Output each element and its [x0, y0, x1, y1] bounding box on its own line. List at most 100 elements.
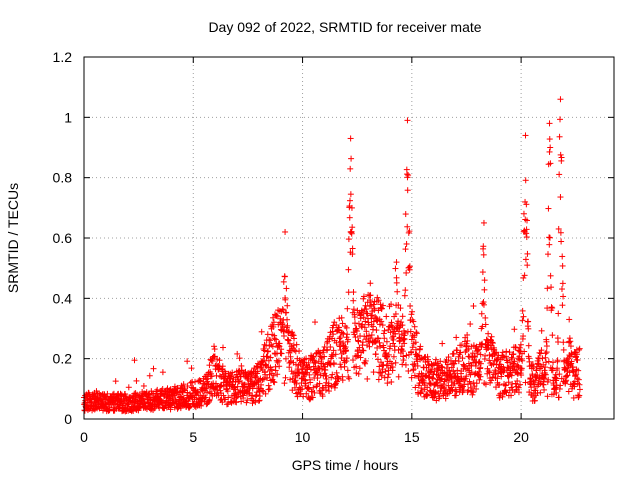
data-point [367, 292, 374, 299]
data-point [413, 329, 420, 336]
data-point [557, 151, 564, 158]
data-point [259, 376, 266, 383]
data-point [413, 330, 420, 337]
data-point [458, 342, 465, 349]
data-point [475, 346, 482, 353]
data-point [276, 363, 283, 370]
data-point [404, 187, 411, 194]
data-point [508, 392, 515, 399]
data-point [284, 316, 291, 323]
data-point [401, 292, 408, 299]
data-point [348, 230, 355, 237]
data-point [395, 373, 402, 380]
data-point [393, 279, 400, 286]
data-point [131, 390, 138, 397]
data-point [560, 346, 567, 353]
data-point [548, 304, 555, 311]
data-point [323, 375, 330, 382]
data-point [479, 323, 486, 330]
data-point [360, 293, 367, 300]
data-point [254, 360, 261, 367]
data-point [395, 328, 402, 335]
data-point [481, 277, 488, 284]
data-point [405, 367, 412, 374]
data-point [556, 171, 563, 178]
data-point [319, 393, 326, 400]
data-point [133, 377, 140, 384]
data-point [374, 294, 381, 301]
data-point [233, 394, 240, 401]
data-point [256, 393, 263, 400]
data-point [519, 357, 526, 364]
data-point [401, 336, 408, 343]
data-point [284, 322, 291, 329]
data-point [355, 370, 362, 377]
data-point [522, 132, 529, 139]
data-point [304, 385, 311, 392]
data-point [362, 318, 369, 325]
data-point [455, 358, 462, 365]
data-point [389, 364, 396, 371]
data-point [388, 301, 395, 308]
data-point [430, 394, 437, 401]
data-point [514, 377, 521, 384]
data-point [325, 380, 332, 387]
data-point [433, 379, 440, 386]
data-point [480, 301, 487, 308]
data-point [284, 336, 291, 343]
data-point [546, 136, 553, 143]
data-point [311, 359, 318, 366]
data-point [368, 332, 375, 339]
data-point [197, 377, 204, 384]
data-point [204, 389, 211, 396]
data-point [528, 384, 535, 391]
data-point [407, 328, 414, 335]
data-point [518, 372, 525, 379]
data-point [287, 376, 294, 383]
data-point [543, 343, 550, 350]
data-point [282, 228, 289, 235]
data-point [398, 331, 405, 338]
data-point [506, 349, 513, 356]
data-point [291, 335, 298, 342]
data-point [563, 373, 570, 380]
data-point [390, 336, 397, 343]
data-point [280, 332, 287, 339]
data-point [453, 334, 460, 341]
data-point [402, 246, 409, 253]
data-point [449, 387, 456, 394]
data-point [234, 350, 241, 357]
data-point [543, 349, 550, 356]
data-point [457, 349, 464, 356]
data-point [267, 337, 274, 344]
data-point [372, 313, 379, 320]
data-point [370, 318, 377, 325]
y-tick-label: 0 [64, 411, 72, 427]
data-point [482, 321, 489, 328]
data-point [491, 350, 498, 357]
data-point [560, 293, 567, 300]
data-point [520, 274, 527, 281]
data-point [496, 394, 503, 401]
data-point [343, 324, 350, 331]
data-point [531, 397, 538, 404]
data-point [360, 314, 367, 321]
data-point [517, 341, 524, 348]
data-point [409, 344, 416, 351]
data-point [185, 398, 192, 405]
data-point [358, 307, 365, 314]
data-point [564, 372, 571, 379]
data-point [542, 350, 549, 357]
data-point [520, 313, 527, 320]
data-point [234, 383, 241, 390]
data-point [327, 361, 334, 368]
data-point [351, 314, 358, 321]
data-point [523, 226, 530, 233]
data-point [154, 386, 161, 393]
data-point [357, 354, 364, 361]
data-point [254, 368, 261, 375]
data-point [311, 389, 318, 396]
data-point [330, 347, 337, 354]
data-point [479, 269, 486, 276]
